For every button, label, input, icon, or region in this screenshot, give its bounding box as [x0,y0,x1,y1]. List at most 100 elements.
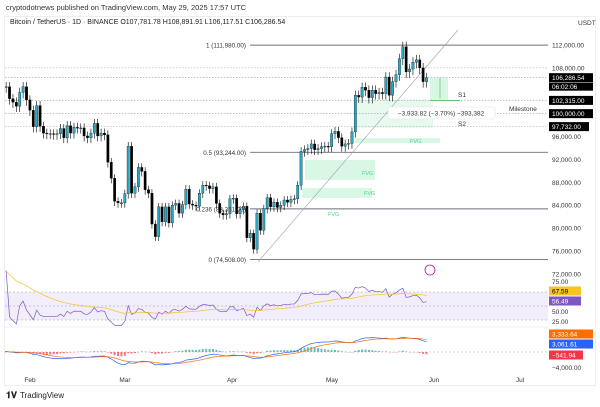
candle [62,128,66,138]
macd-histogram-bar [357,350,360,352]
candle [367,90,371,98]
candle [164,206,167,222]
trendline [257,29,459,263]
macd-histogram-bar [133,352,136,354]
s1-price-tag: 102,315.00 [552,98,585,105]
candle [408,68,411,73]
candle [123,193,127,204]
rsi-ma-value: 67.59 [552,289,569,296]
candle [137,167,140,188]
candle [255,213,259,250]
publisher-line: cryptodotnews published on TradingView.c… [6,3,246,12]
candle [120,202,123,204]
candle [69,125,72,134]
countdown-bg [549,82,593,91]
candle [360,87,364,98]
macd-hist-value: −541.94 [552,353,576,360]
candle [398,58,401,75]
measure-box [430,77,448,101]
candle [55,133,59,135]
candle [59,128,62,134]
candle [177,203,181,214]
macd-histogram-bar [364,349,367,352]
candle [309,143,313,149]
candle [381,92,384,94]
candle [147,189,150,194]
currency-label: USDT [578,20,596,27]
rsi-axis-tick: 75.00 [552,279,569,286]
candle [411,62,415,70]
candle [289,199,293,203]
candle [35,105,39,127]
candle [303,149,306,152]
macd-histogram-bar [117,352,120,357]
macd-histogram-bar [161,352,164,354]
macd-histogram-bar [323,349,326,352]
macd-histogram-bar [384,351,387,352]
price-axis-tick: 108,000.00 [552,65,585,72]
fvg-zone [305,160,375,180]
macd-histogram-bar [211,349,214,352]
candle [238,209,242,214]
date-axis-tick: Apr [227,377,238,384]
macd-histogram-bar [130,352,133,354]
macd-histogram-bar [398,351,401,352]
macd-histogram-bar [289,350,292,352]
candle [323,146,327,148]
macd-histogram-bar [252,352,255,355]
footer-brand: 𝟏𝐕 TradingView [6,390,64,401]
macd-histogram-bar [327,349,330,352]
macd-histogram-bar [215,349,218,352]
candle [208,185,211,189]
macd-histogram-bar [272,350,275,352]
macd-histogram-bar [201,349,204,352]
macd-histogram-bar [174,351,177,352]
candle [72,127,76,134]
candle [0,91,1,93]
symbol-ohlc-legend: Bitcoin / TetherUS · 1D · BINANCE O107,7… [10,19,286,26]
price-axis-tick: 80,000.00 [552,226,581,233]
milestone-price-tag-bg [549,109,593,119]
candle [38,105,42,127]
candle [218,203,222,214]
macd-histogram-bar [367,349,370,352]
candle [82,127,86,137]
candle [404,46,408,73]
fib-label: 0.5 (93,244.00) [203,150,246,157]
candle [333,131,337,134]
candle [252,233,255,250]
candle [89,132,93,138]
macd-histogram-bar [279,350,282,352]
candle [330,133,333,147]
macd-line [5,336,427,366]
rsi-value: 56.49 [552,299,569,306]
candle [181,204,184,214]
macd-histogram-bar [120,352,123,357]
tradingview-logo-icon: 𝟏𝐕 [6,390,17,400]
macd-histogram-bar [164,352,167,353]
macd-histogram-bar [354,350,357,352]
candle [248,233,252,238]
s1-label: S1 [458,92,466,99]
rsi-ma-line [5,270,427,314]
s1-price-tag-bg [549,95,593,105]
macd-histogram-bar [39,352,42,354]
macd-histogram-bar [249,352,252,354]
macd-histogram-bar [62,352,65,354]
price-axis-tick: 96,000.00 [552,134,581,141]
candle [415,59,418,63]
macd-histogram-bar [35,352,38,354]
date-axis-tick: May [326,377,339,384]
candle [133,186,137,194]
date-axis-tick: Mar [119,377,131,384]
candle [242,206,245,210]
macd-histogram-bar [330,349,333,352]
rsi-axis-tick: 25.00 [552,319,569,326]
footer-brand-text: TradingView [19,391,65,400]
candle [52,133,55,135]
candle [282,199,286,206]
candle [340,137,344,147]
fvg-label: FVG [328,212,339,218]
milestone-price-tag: 100,000.00 [552,111,585,118]
